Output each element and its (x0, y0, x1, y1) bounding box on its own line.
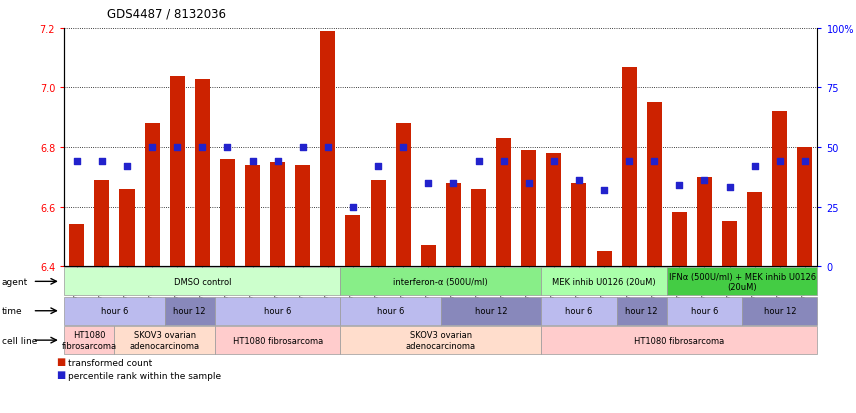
Point (496, 159, 510, 165)
Text: transformed count: transformed count (68, 358, 152, 368)
Bar (471, 189, 486, 266)
Bar (320, 32, 336, 266)
Bar (621, 67, 637, 266)
Bar (772, 112, 788, 266)
Text: time: time (2, 306, 22, 316)
Point (421, 180, 435, 187)
Bar (572, 183, 586, 266)
Point (221, 144, 235, 151)
Bar (245, 166, 260, 266)
Text: hour 12: hour 12 (764, 306, 796, 316)
Bar (747, 192, 762, 266)
Bar (371, 180, 385, 266)
Point (296, 144, 310, 151)
Text: HT1080 fibrosarcoma: HT1080 fibrosarcoma (634, 336, 724, 345)
Bar (697, 177, 712, 266)
Bar (220, 159, 235, 266)
Point (270, 159, 284, 165)
Point (572, 178, 586, 184)
Bar (496, 139, 511, 266)
Bar (521, 151, 536, 266)
Text: cell line: cell line (2, 336, 37, 345)
Bar (546, 154, 562, 266)
Text: SKOV3 ovarian
adenocarcinoma: SKOV3 ovarian adenocarcinoma (129, 331, 199, 350)
Point (472, 159, 485, 165)
Text: hour 12: hour 12 (174, 306, 206, 316)
Text: DMSO control: DMSO control (174, 277, 231, 286)
Bar (647, 103, 662, 266)
Point (195, 144, 209, 151)
Text: hour 6: hour 6 (691, 306, 718, 316)
Point (597, 187, 611, 194)
Point (647, 159, 661, 165)
Text: HT1080
fibrosarcoma: HT1080 fibrosarcoma (62, 331, 117, 350)
Point (70, 159, 84, 165)
Text: hour 6: hour 6 (565, 306, 592, 316)
Point (146, 144, 159, 151)
Bar (295, 166, 310, 266)
Bar (421, 246, 436, 266)
Bar (94, 180, 110, 266)
Point (321, 144, 335, 151)
Point (673, 183, 687, 189)
Bar (69, 225, 84, 266)
Bar (395, 124, 411, 266)
Bar (597, 252, 611, 266)
Text: HT1080 fibrosarcoma: HT1080 fibrosarcoma (233, 336, 323, 345)
Text: ■: ■ (56, 356, 65, 366)
Point (698, 178, 711, 184)
Bar (169, 76, 185, 266)
Bar (672, 213, 687, 266)
Bar (798, 148, 812, 266)
Point (396, 144, 410, 151)
Point (170, 144, 184, 151)
Text: ■: ■ (56, 369, 65, 379)
Text: hour 12: hour 12 (626, 306, 658, 316)
Point (798, 159, 811, 165)
Point (722, 185, 736, 191)
Bar (195, 79, 210, 266)
Bar (446, 183, 461, 266)
Text: GDS4487 / 8132036: GDS4487 / 8132036 (107, 8, 226, 21)
Text: hour 6: hour 6 (101, 306, 128, 316)
Text: hour 6: hour 6 (377, 306, 404, 316)
Text: percentile rank within the sample: percentile rank within the sample (68, 371, 222, 380)
Bar (346, 216, 360, 266)
Point (773, 159, 787, 165)
Text: MEK inhib U0126 (20uM): MEK inhib U0126 (20uM) (552, 277, 656, 286)
Point (748, 163, 762, 170)
Point (120, 163, 134, 170)
Bar (120, 189, 134, 266)
Text: agent: agent (2, 277, 28, 286)
Point (372, 163, 385, 170)
Text: hour 6: hour 6 (264, 306, 291, 316)
Text: IFNα (500U/ml) + MEK inhib U0126
(20uM): IFNα (500U/ml) + MEK inhib U0126 (20uM) (669, 272, 816, 291)
Text: hour 12: hour 12 (475, 306, 508, 316)
Point (95, 159, 109, 165)
Text: SKOV3 ovarian
adenocarcinoma: SKOV3 ovarian adenocarcinoma (406, 331, 476, 350)
Bar (722, 222, 737, 266)
Point (447, 180, 461, 187)
Point (246, 159, 259, 165)
Point (622, 159, 636, 165)
Bar (145, 124, 159, 266)
Point (346, 204, 360, 210)
Bar (270, 162, 285, 266)
Point (547, 159, 561, 165)
Point (522, 180, 536, 187)
Text: interferon-α (500U/ml): interferon-α (500U/ml) (394, 277, 488, 286)
